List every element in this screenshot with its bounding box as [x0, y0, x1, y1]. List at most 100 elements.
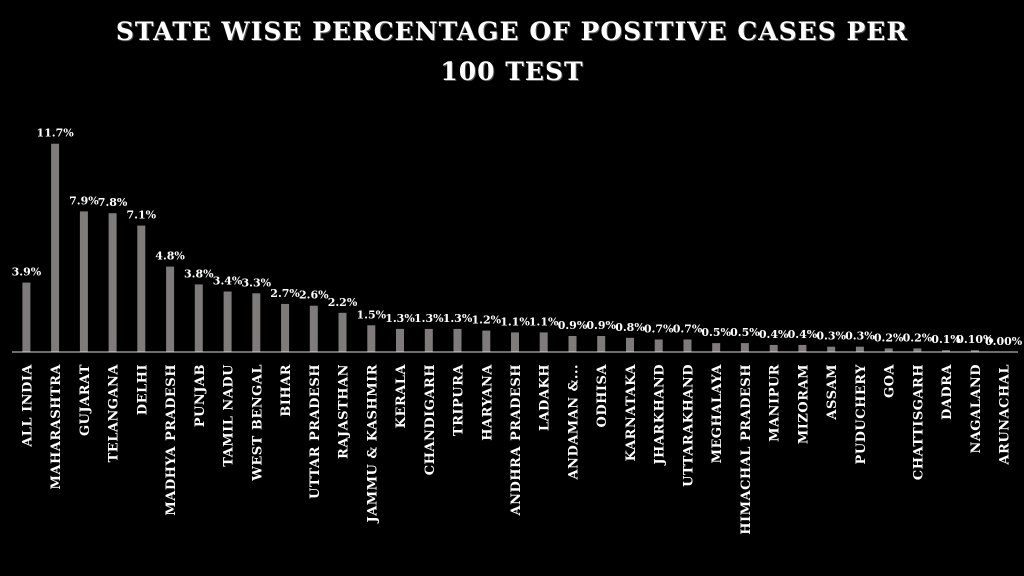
bar-7	[223, 291, 232, 352]
category-label-11: RAJASTHAN	[337, 364, 352, 459]
bar-0	[22, 282, 31, 352]
data-label-11: 2.2%	[328, 296, 358, 309]
data-label-32: 0.1%	[931, 333, 961, 346]
data-label-18: 1.1%	[529, 315, 559, 328]
category-label-15: TRIPURA	[452, 364, 467, 436]
category-label-1: MAHARASHTRA	[49, 364, 64, 490]
data-label-8: 3.3%	[242, 276, 272, 289]
bar-13	[396, 328, 404, 352]
data-label-28: 0.3%	[816, 330, 846, 343]
category-label-5: MADHYA PRADESH	[164, 364, 179, 516]
bar-29	[855, 346, 864, 352]
data-label-21: 0.8%	[615, 321, 645, 334]
data-label-29: 0.3%	[845, 330, 875, 343]
bar-31	[913, 348, 922, 352]
data-label-23: 0.7%	[673, 323, 703, 336]
category-label-14: CHANDIGARH	[423, 364, 438, 475]
category-label-24: MEGHALAYA	[710, 364, 725, 464]
data-label-19: 0.9%	[558, 319, 588, 332]
data-label-2: 7.9%	[69, 194, 99, 207]
chart-title-line-2: 100 TEST	[440, 57, 584, 86]
category-label-20: ODHISA	[595, 364, 610, 428]
category-label-6: PUNJAB	[193, 364, 208, 427]
category-label-26: MANIPUR	[768, 364, 783, 442]
category-label-12: JAMMU & KASHMIR	[365, 364, 380, 523]
data-label-22: 0.7%	[644, 323, 674, 336]
bar-3	[108, 213, 117, 352]
data-label-34: 0.00%	[985, 335, 1023, 348]
data-label-5: 4.8%	[155, 250, 185, 263]
data-label-13: 1.3%	[385, 312, 415, 325]
bar-24	[712, 343, 721, 352]
data-label-25: 0.5%	[730, 326, 760, 339]
data-label-30: 0.2%	[874, 331, 904, 344]
data-label-4: 7.1%	[127, 209, 157, 222]
bar-22	[654, 339, 663, 352]
category-label-21: KARNATAKA	[624, 364, 639, 462]
category-label-4: DELHI	[135, 364, 150, 415]
bar-21	[626, 337, 634, 352]
category-label-32: DADRA	[940, 364, 955, 420]
bar-16	[482, 330, 491, 352]
category-label-29: PUDUCHERY	[854, 364, 869, 465]
data-label-27: 0.4%	[788, 328, 818, 341]
data-label-10: 2.6%	[299, 289, 329, 302]
category-label-19: ANDAMAN &...	[567, 364, 582, 481]
category-label-28: ASSAM	[825, 364, 840, 421]
category-label-2: GUJARAT	[78, 364, 93, 436]
category-label-25: HIMACHAL PRADESH	[739, 364, 754, 535]
data-label-6: 3.8%	[184, 267, 214, 280]
bar-4	[137, 225, 146, 352]
bar-17	[511, 332, 519, 352]
data-label-24: 0.5%	[701, 326, 731, 339]
bar-14	[424, 328, 433, 352]
category-label-34: ARUNACHAL	[998, 364, 1013, 466]
bar-18	[539, 332, 548, 352]
data-label-14: 1.3%	[414, 312, 444, 325]
data-label-9: 2.7%	[270, 287, 300, 300]
data-label-12: 1.5%	[357, 308, 387, 321]
data-label-0: 3.9%	[12, 266, 42, 279]
chart-title: STATE WISE PERCENTAGE OF POSITIVE CASES …	[0, 12, 1024, 92]
bar-8	[252, 293, 261, 352]
category-label-13: KERALA	[394, 364, 409, 429]
data-label-33: 0.10%	[956, 333, 994, 346]
category-label-33: NAGALAND	[969, 364, 984, 454]
data-label-3: 7.8%	[98, 196, 128, 209]
bar-12	[367, 325, 376, 352]
bar-15	[453, 328, 462, 352]
chart-title-line-1: STATE WISE PERCENTAGE OF POSITIVE CASES …	[115, 17, 909, 46]
category-label-30: GOA	[883, 364, 898, 398]
bar-2	[79, 211, 88, 352]
data-label-15: 1.3%	[443, 312, 473, 325]
bar-11	[338, 312, 347, 352]
bar-28	[827, 346, 836, 352]
data-label-1: 11.7%	[36, 127, 74, 140]
category-label-9: BIHAR	[279, 364, 294, 417]
category-label-17: ANDHRA PRADESH	[509, 364, 524, 516]
data-label-7: 3.4%	[213, 275, 243, 288]
bar-26	[769, 344, 778, 352]
bar-5	[166, 266, 175, 352]
bar-27	[798, 344, 807, 352]
data-label-31: 0.2%	[903, 331, 933, 344]
category-label-18: LADAKH	[538, 364, 553, 431]
data-label-20: 0.9%	[586, 319, 616, 332]
bar-6	[194, 284, 203, 352]
category-label-31: CHATTISGARH	[911, 364, 926, 480]
bar-32	[942, 350, 951, 352]
category-label-7: TAMIL NADU	[222, 364, 237, 467]
bar-10	[309, 305, 318, 352]
data-label-16: 1.2%	[472, 314, 502, 327]
bar-1	[51, 143, 60, 352]
bar-33	[970, 350, 979, 352]
bar-19	[568, 336, 577, 352]
data-label-17: 1.1%	[500, 315, 530, 328]
data-label-26: 0.4%	[759, 328, 789, 341]
bar-30	[884, 348, 893, 352]
category-label-22: JHARKHAND	[653, 364, 668, 466]
category-label-3: TELANGANA	[107, 364, 122, 463]
category-label-0: ALL INDIA	[20, 364, 35, 448]
bar-23	[683, 339, 692, 352]
